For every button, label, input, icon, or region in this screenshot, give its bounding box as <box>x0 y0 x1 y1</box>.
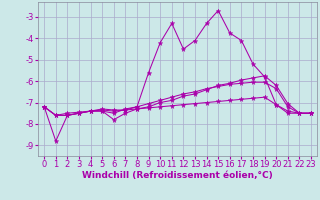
X-axis label: Windchill (Refroidissement éolien,°C): Windchill (Refroidissement éolien,°C) <box>82 171 273 180</box>
